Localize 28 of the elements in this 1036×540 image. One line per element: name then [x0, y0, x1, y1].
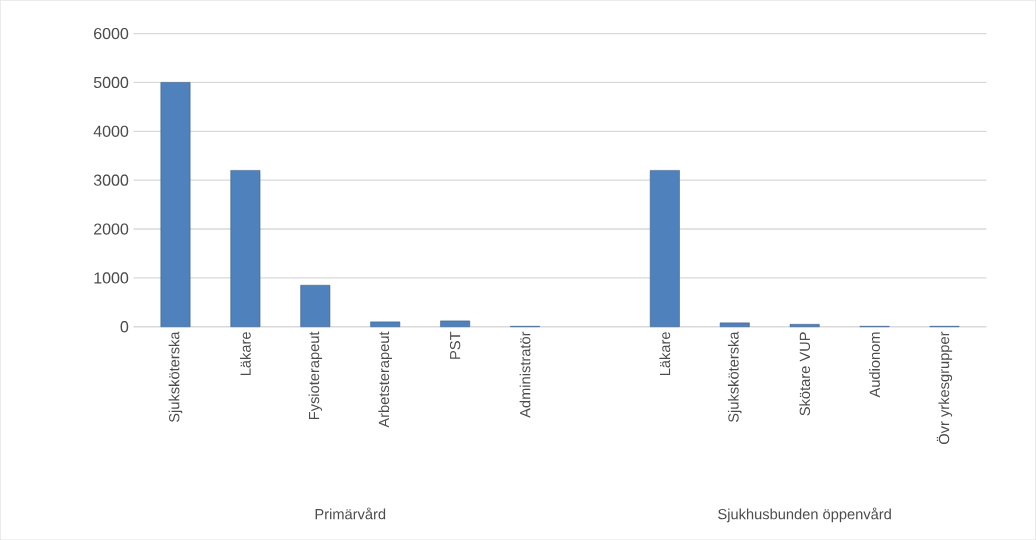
bar [230, 170, 261, 327]
y-tick-label: 1000 [94, 272, 129, 284]
x-tick-label: Läkare [659, 332, 671, 375]
x-tick-label: Sjuksköterska [168, 331, 183, 422]
y-tick-label: 4000 [93, 125, 129, 137]
bar [789, 323, 820, 327]
x-tick-label: Övr yrkesgrupper [936, 331, 953, 444]
y-tick-label: 3000 [93, 174, 129, 186]
y-tick-label: 0 [120, 320, 129, 333]
x-tick-label: Audionom [869, 332, 880, 398]
text: Primärvård [315, 507, 386, 520]
x-tick-label: Fysioterapeut [308, 331, 323, 419]
x-tick-label: Arbetsterapeut [378, 331, 393, 428]
x-tick-label: Administratör [519, 331, 531, 418]
bar [719, 322, 750, 327]
bar [160, 82, 191, 327]
x-tick-label: Sjuksköterska [727, 331, 742, 422]
y-tick-label: 5000 [93, 76, 129, 88]
x-tick-label: Skötare VUP [799, 332, 811, 416]
y-tick-label: 6000 [94, 27, 129, 40]
bar [649, 170, 680, 327]
bar [370, 321, 401, 327]
x-tick-label: PST [449, 331, 461, 359]
bar [440, 320, 471, 327]
text: Sjukhusbunden öppenvård [718, 507, 891, 523]
bar [300, 284, 331, 327]
y-tick-label: 2000 [94, 223, 129, 235]
x-tick-label: Läkare [240, 332, 251, 375]
